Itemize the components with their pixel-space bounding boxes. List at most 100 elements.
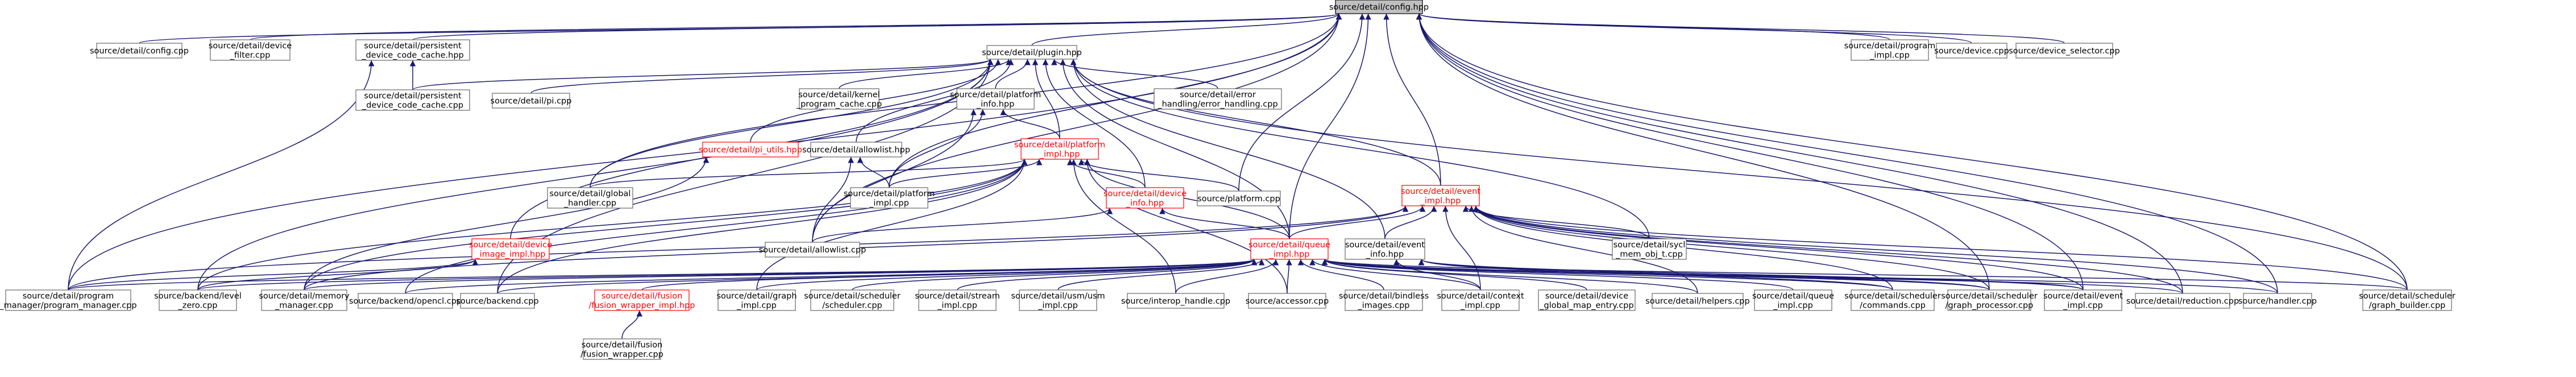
node-box <box>1345 238 1425 260</box>
node-platform_cpp[interactable]: source/platform.cpp <box>1197 190 1281 206</box>
node-error_handling[interactable]: source/detail/error_handling/error_handl… <box>1154 88 1282 110</box>
node-box <box>1652 293 1744 309</box>
node-memory_manager[interactable]: source/detail/memory_manager.cpp <box>259 289 350 311</box>
node-label-line: source/detail/reduction.cpp <box>2126 297 2239 306</box>
edge-platform_impl_hpp-to-platform_info <box>1000 109 1060 139</box>
node-backend_cpp[interactable]: source/backend.cpp <box>456 293 539 309</box>
edge-usm_impl-to-queue_impl_hpp <box>1057 259 1265 291</box>
edge-queue_impl_cpp-to-queue_impl_hpp <box>1322 259 1794 291</box>
node-device_cpp[interactable]: source/device.cpp <box>1934 43 2009 59</box>
node-reduction[interactable]: source/detail/reduction.cpp <box>2126 293 2239 309</box>
node-queue_impl_hpp[interactable]: source/detail/queue_impl.hpp <box>1248 238 1330 260</box>
node-label-line: source/detail/device <box>469 241 552 250</box>
node-context_impl[interactable]: source/detail/context_impl.cpp <box>1437 289 1524 311</box>
edge-graph_builder-to-queue_impl_hpp <box>1322 259 2408 291</box>
node-sycl_mem_obj[interactable]: source/detail/sycl_mem_obj_t.cpp <box>1612 238 1687 260</box>
edge-opencl-to-platform_impl_hpp <box>405 159 1028 294</box>
node-device_info[interactable]: source/detail/device_info.hpp <box>1104 187 1187 209</box>
node-commands[interactable]: source/detail/scheduler/commands.cpp <box>1844 289 1941 311</box>
node-graph_builder[interactable]: source/detail/scheduler/graph_builder.cp… <box>2359 289 2455 311</box>
node-allowlist_hpp[interactable]: source/detail/allowlist.hpp <box>802 142 910 158</box>
node-label-line: source/detail/device <box>209 42 292 51</box>
node-box <box>594 289 690 311</box>
node-label-line: source/detail/event <box>1401 187 1480 196</box>
node-level_zero[interactable]: source/backend/level_zero.cpp <box>154 289 242 311</box>
node-box <box>460 293 535 309</box>
node-box <box>1127 293 1225 309</box>
edge-queue_impl_hpp-to-event_impl_hpp <box>1289 205 1426 239</box>
node-allowlist_cpp[interactable]: source/detail/allowlist.cpp <box>759 242 866 258</box>
edge-pdcc_hpp-to-config_hpp <box>412 13 1342 40</box>
node-usm_impl[interactable]: source/detail/usm/usm_impl.cpp <box>1011 289 1105 311</box>
node-opencl[interactable]: source/backend/opencl.cpp <box>349 293 462 309</box>
node-pi_cpp[interactable]: source/detail/pi.cpp <box>491 93 572 109</box>
node-graph_impl[interactable]: source/detail/graph_impl.cpp <box>716 289 797 311</box>
edge-helpers-to-queue_impl_hpp <box>1321 259 1698 294</box>
node-graph_processor[interactable]: source/detail/scheduler/graph_processor.… <box>1941 289 2038 311</box>
edge-level_zero-to-platform_impl_hpp <box>197 159 1028 291</box>
node-label-line: source/detail/queue <box>1752 292 1834 301</box>
node-accessor[interactable]: source/accessor.cpp <box>1246 293 1329 309</box>
node-pdcc_cpp[interactable]: source/detail/persistent_device_code_cac… <box>355 89 470 111</box>
node-stream_impl[interactable]: source/detail/stream_impl.cpp <box>915 289 1000 311</box>
node-box <box>96 43 182 59</box>
node-program_impl[interactable]: source/detail/program_impl.cpp <box>1844 39 1936 61</box>
node-event_impl_cpp[interactable]: source/detail/event_impl.cpp <box>2043 289 2123 311</box>
node-platform_impl_cpp[interactable]: source/detail/platform_impl.cpp <box>844 187 935 209</box>
node-program_manager[interactable]: source/detail/program_manager/program_ma… <box>0 289 137 311</box>
edge-platform_impl_cpp-to-platform_info <box>889 109 986 188</box>
node-platform_info[interactable]: source/detail/platform_info.hpp <box>950 88 1041 110</box>
node-box <box>2044 289 2122 311</box>
node-handler[interactable]: source/handler.cpp <box>2238 293 2317 309</box>
edge-plugin_hpp-to-config_hpp <box>1031 13 1342 46</box>
node-config_cpp[interactable]: source/detail/config.cpp <box>90 43 189 59</box>
node-box <box>1851 39 1929 61</box>
node-box <box>1335 0 1423 14</box>
node-box <box>2135 293 2230 309</box>
edge-event_impl_cpp-to-event_impl_hpp <box>1472 205 2084 291</box>
node-label-line: _image_impl.hpp <box>475 250 545 259</box>
node-label-line: source/detail/platform <box>950 90 1041 100</box>
node-scheduler_cpp[interactable]: source/detail/scheduler/scheduler.cpp <box>804 289 901 311</box>
node-fusion_wrapper_cpp[interactable]: source/detail/fusion/fusion_wrapper.cpp <box>580 338 663 360</box>
node-event_info[interactable]: source/detail/event_info.hpp <box>1345 238 1425 260</box>
node-label-line: _impl.cpp <box>937 301 977 310</box>
node-platform_impl_hpp[interactable]: source/detail/platform_impl.hpp <box>1014 138 1105 160</box>
node-label-line: source/detail/sycl <box>1613 241 1686 250</box>
edge-platform_info-to-plugin_hpp <box>995 59 1031 89</box>
node-event_impl_hpp[interactable]: source/detail/event_impl.hpp <box>1401 185 1480 206</box>
node-box <box>159 289 237 311</box>
node-device_selector[interactable]: source/device_selector.cpp <box>2009 43 2120 59</box>
edge-device_info-to-plugin_hpp <box>1042 59 1146 188</box>
node-kernel_program_cache[interactable]: source/detail/kernel_program_cache.cpp <box>796 88 882 110</box>
node-box <box>1612 238 1687 260</box>
node-pi_utils[interactable]: source/detail/pi_utils.hpp <box>699 142 802 158</box>
node-label-line: source/detail/pi.cpp <box>491 97 572 106</box>
node-bindless_images[interactable]: source/detail/bindless_images.cpp <box>1339 289 1429 311</box>
node-device_global_map[interactable]: source/detail/device_global_map_entry.cp… <box>1538 289 1636 311</box>
node-pdcc_hpp[interactable]: source/detail/persistent_device_code_cac… <box>355 39 470 61</box>
edge-queue_impl_hpp-to-device_info <box>1159 208 1290 239</box>
edge-interop_handle-to-queue_impl_hpp <box>1175 259 1279 294</box>
node-helpers[interactable]: source/detail/helpers.cpp <box>1645 293 1750 309</box>
node-global_handler[interactable]: source/detail/global_handler.cpp <box>547 187 633 209</box>
node-interop_handle[interactable]: source/interop_handle.cpp <box>1121 293 1230 309</box>
node-label-line: source/detail/scheduler <box>2359 292 2455 301</box>
node-label-line: source/detail/fusion <box>582 341 663 350</box>
node-box <box>799 88 880 110</box>
node-config_hpp[interactable]: source/detail/config.hpp <box>1329 0 1429 14</box>
node-plugin_hpp[interactable]: source/detail/plugin.hpp <box>982 45 1082 60</box>
edge-event_impl_hpp-to-plugin_hpp <box>1070 59 1441 186</box>
node-box <box>1248 293 1326 309</box>
edge-event_info-to-event_impl_hpp <box>1384 205 1437 239</box>
node-box <box>2362 289 2452 311</box>
node-label-line: _impl.cpp <box>1773 301 1813 310</box>
node-label-line: _impl.cpp <box>869 198 909 208</box>
node-device_filter[interactable]: source/detail/device_filter.cpp <box>209 39 292 61</box>
node-queue_impl_cpp[interactable]: source/detail/queue_impl.cpp <box>1752 289 1834 311</box>
edge-allowlist_hpp-to-plugin_hpp <box>856 59 1014 143</box>
edge-graph_builder-to-config_hpp <box>1416 13 2408 291</box>
node-fusion_wrapper_impl[interactable]: source/detail/fusion/fusion_wrapper_impl… <box>589 289 695 311</box>
node-device_image_impl[interactable]: source/detail/device_image_impl.hpp <box>469 238 552 260</box>
edge-memory_manager-to-pi_utils <box>304 156 710 291</box>
